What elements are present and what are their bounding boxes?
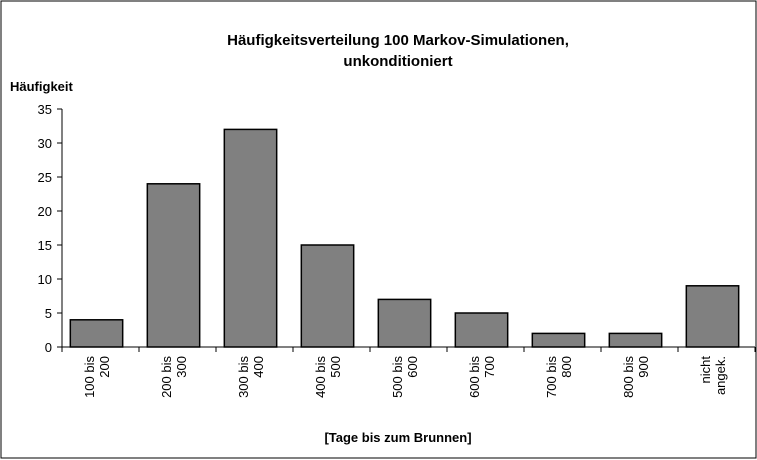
y-tick-label: 0 bbox=[45, 340, 52, 355]
y-tick-label: 15 bbox=[38, 238, 52, 253]
x-tick-label: 200 bis bbox=[159, 356, 174, 398]
bar bbox=[69, 319, 124, 348]
bar bbox=[146, 183, 201, 348]
x-tick-label: nicht bbox=[698, 356, 713, 384]
x-tick-label: 200 bbox=[97, 356, 112, 378]
x-tick-label: 700 bis bbox=[544, 356, 559, 398]
x-tick-label: 400 bbox=[251, 356, 266, 378]
x-tick-label: 300 bbox=[174, 356, 189, 378]
y-tick-label: 30 bbox=[38, 136, 52, 151]
x-tick-label: 800 bis bbox=[621, 356, 636, 398]
x-tick-label: 400 bis bbox=[313, 356, 328, 398]
bar bbox=[223, 128, 278, 348]
x-tick-label: 300 bis bbox=[236, 356, 251, 398]
x-tick-label: 700 bbox=[482, 356, 497, 378]
y-tick-label: 20 bbox=[38, 204, 52, 219]
y-axis-label: Häufigkeit bbox=[10, 79, 74, 94]
x-tick-label: angek. bbox=[713, 356, 728, 395]
x-tick-label: 600 bbox=[405, 356, 420, 378]
y-tick-label: 10 bbox=[38, 272, 52, 287]
x-tick-label: 500 bis bbox=[390, 356, 405, 398]
bar bbox=[377, 298, 432, 348]
x-axis-label: [Tage bis zum Brunnen] bbox=[324, 430, 471, 445]
y-tick-label: 35 bbox=[38, 102, 52, 117]
x-tick-label: 100 bis bbox=[82, 356, 97, 398]
bar bbox=[608, 332, 663, 348]
bar bbox=[685, 285, 740, 348]
y-tick-label: 5 bbox=[45, 306, 52, 321]
y-tick-label: 25 bbox=[38, 170, 52, 185]
bar bbox=[454, 312, 509, 348]
bar bbox=[300, 244, 355, 348]
x-tick-label: 900 bbox=[636, 356, 651, 378]
bar bbox=[531, 332, 586, 348]
chart-title: Häufigkeitsverteilung 100 Markov-Simulat… bbox=[227, 32, 569, 49]
x-tick-label: 800 bbox=[559, 356, 574, 378]
x-tick-label: 500 bbox=[328, 356, 343, 378]
x-tick-label: 600 bis bbox=[467, 356, 482, 398]
chart-title: unkonditioniert bbox=[343, 53, 452, 70]
